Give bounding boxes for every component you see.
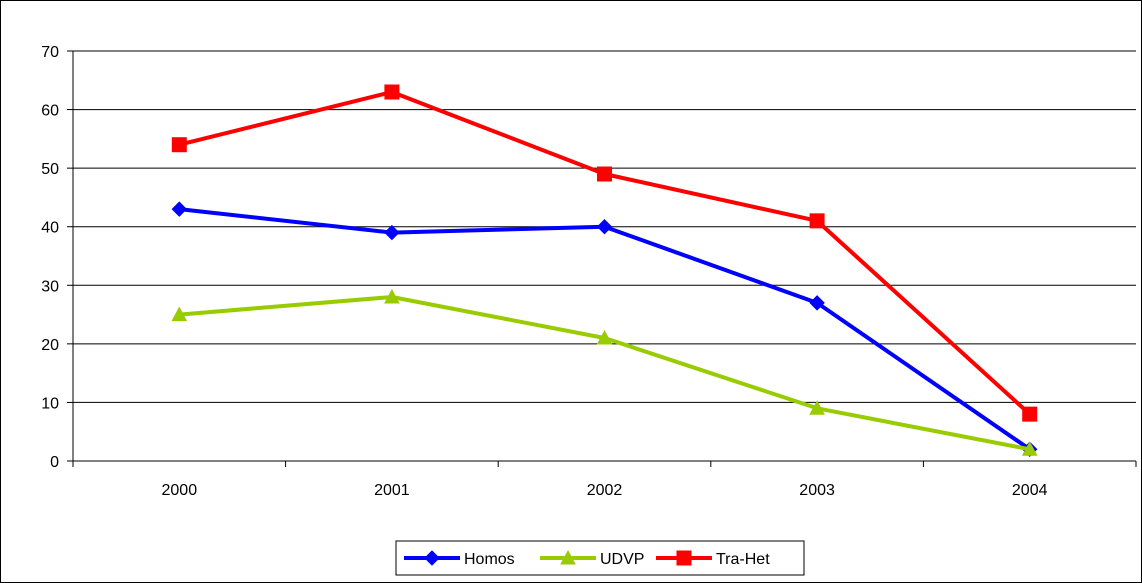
x-tick-labels: 2000 2001 2002 2003 2004 — [162, 482, 1048, 499]
series-line-homos — [179, 207, 1031, 451]
legend-marker-tra-het — [676, 550, 692, 566]
data-point-tra-het — [809, 213, 825, 229]
data-point-homos — [384, 224, 400, 241]
data-point-homos — [809, 295, 825, 311]
data-point-udvp — [171, 306, 188, 322]
legend-label-homos: Homos — [464, 551, 515, 568]
data-point-udvp — [384, 288, 400, 304]
y-tick-label: 40 — [41, 220, 59, 237]
y-tick-label: 70 — [41, 44, 59, 61]
y-tick-label: 10 — [41, 395, 59, 412]
y-tick-label: 30 — [41, 278, 59, 295]
data-point-udvp — [809, 400, 825, 415]
legend-label-tra-het: Tra-Het — [716, 551, 770, 568]
x-tick-label: 2002 — [587, 482, 623, 499]
series-tra-het — [171, 84, 1038, 422]
x-tick-label: 2004 — [1012, 482, 1048, 499]
data-point-udvp — [1021, 441, 1038, 456]
y-tick-labels: 0 10 20 30 40 50 60 70 — [41, 44, 59, 471]
data-point-tra-het — [597, 166, 612, 182]
data-point-tra-het — [1022, 406, 1038, 422]
data-point-tra-het — [171, 137, 187, 153]
y-tick-label: 20 — [41, 337, 59, 354]
legend: Homos UDVP Tra-Het — [395, 540, 805, 576]
legend-box — [395, 540, 805, 576]
axes — [67, 50, 1137, 467]
y-tick-label: 0 — [50, 454, 59, 471]
y-tick-label: 60 — [41, 103, 59, 120]
data-point-homos — [171, 201, 188, 217]
data-point-udvp — [596, 329, 613, 345]
x-tick-label: 2003 — [799, 482, 835, 499]
legend-label-udvp: UDVP — [600, 551, 644, 568]
x-tick-label: 2000 — [162, 482, 198, 499]
series-homos — [171, 201, 1038, 457]
x-tick-label: 2001 — [374, 482, 410, 499]
series-udvp — [171, 288, 1038, 456]
series-line-udvp — [179, 295, 1031, 452]
data-point-tra-het — [384, 84, 400, 100]
y-tick-label: 50 — [41, 161, 59, 178]
legend-marker-udvp — [560, 549, 576, 565]
series-line-tra-het — [178, 90, 1032, 416]
data-point-homos — [596, 219, 613, 235]
series-group — [171, 84, 1038, 457]
legend-marker-homos — [424, 550, 440, 566]
